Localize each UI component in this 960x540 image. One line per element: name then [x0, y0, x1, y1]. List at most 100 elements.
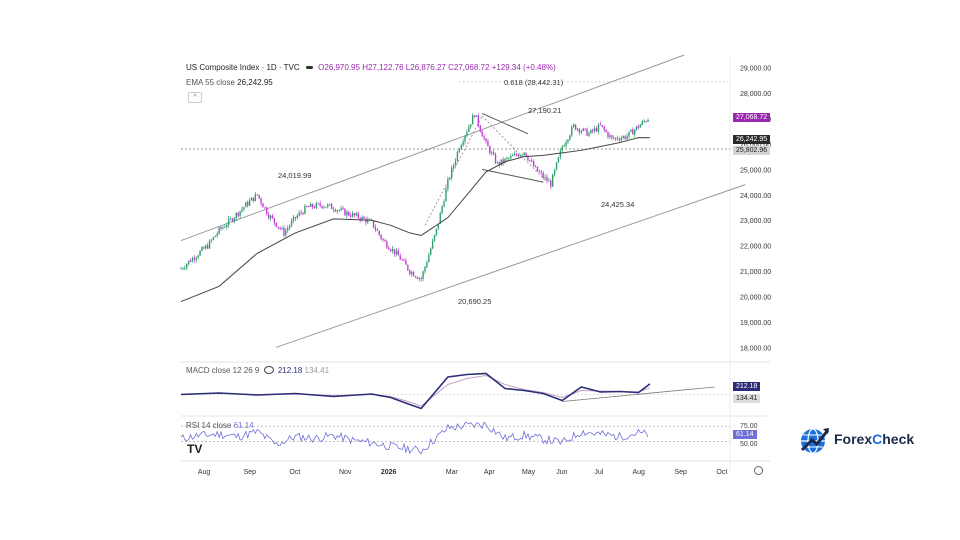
candle-body — [470, 124, 472, 127]
rsi-legend[interactable]: RSI 14 close 61.14 — [186, 421, 254, 430]
candle-body — [479, 125, 481, 132]
ema-price-tag: 26,242.95 — [733, 135, 771, 144]
tradingview-logo: TV — [187, 442, 203, 456]
gear-icon[interactable] — [754, 466, 763, 475]
candle-body — [233, 218, 236, 222]
rsi-level-75: 75.00 — [740, 423, 758, 430]
close-value: C27,068.72 — [448, 63, 490, 72]
collapse-icon[interactable]: ^ — [188, 92, 202, 103]
candle-body — [351, 213, 354, 217]
candle-body — [260, 198, 262, 204]
macd-signal-line — [180, 374, 651, 407]
logo-suffix: heck — [882, 431, 915, 447]
eye-icon[interactable] — [263, 366, 274, 374]
fib-label: 0.618 (28,442.31) — [504, 78, 564, 87]
candle-body — [630, 129, 632, 132]
candle-body — [433, 234, 436, 241]
candle-body — [502, 159, 504, 163]
candle-body — [401, 259, 403, 261]
candle-body — [445, 188, 447, 202]
candle-body — [515, 153, 518, 156]
candle-body — [391, 248, 394, 251]
candle-body — [611, 135, 613, 138]
logo-text: ForexCheck — [834, 431, 914, 447]
candle-body — [506, 158, 508, 159]
candle-body — [498, 162, 501, 165]
candle-body — [281, 228, 283, 229]
candle-body — [494, 154, 497, 164]
candle-body — [473, 115, 476, 117]
y-tick-label: 26,000.00 — [740, 142, 771, 149]
candle-body — [519, 154, 522, 157]
candle-body — [386, 241, 388, 248]
candle-body — [256, 194, 258, 196]
y-tick-label: 19,000.00 — [740, 320, 771, 327]
candle-body — [336, 210, 339, 212]
candle-body — [382, 238, 384, 241]
candle-body — [338, 210, 340, 211]
x-tick-label: Sep — [244, 469, 257, 476]
candle-body — [492, 152, 495, 155]
candle-body — [511, 155, 514, 157]
candle-body — [607, 132, 609, 138]
candle-body — [538, 171, 541, 173]
candle-body — [424, 266, 426, 272]
macd-legend[interactable]: MACD close 12 26 9 212.18 134.41 — [186, 366, 329, 375]
candle-body — [229, 218, 232, 220]
candle-body — [288, 225, 291, 229]
candle-body — [294, 216, 297, 219]
candle-body — [588, 133, 590, 136]
candle-body — [428, 254, 430, 263]
x-tick-label: 2026 — [381, 469, 397, 476]
candle-body — [500, 159, 502, 165]
candle-body — [283, 228, 285, 236]
candle-body — [226, 225, 228, 228]
candle-body — [349, 215, 352, 217]
candle-body — [266, 207, 268, 215]
candle-body — [403, 260, 405, 261]
candle-body — [199, 250, 201, 256]
candle-body — [357, 213, 359, 219]
candle-body — [334, 209, 337, 212]
macd-tag: 212.18 — [733, 382, 761, 391]
candle-body — [308, 206, 310, 208]
candle-body — [460, 145, 462, 150]
candle-body — [300, 212, 302, 214]
candle-body — [645, 121, 647, 122]
candle-body — [395, 250, 398, 255]
candle-body — [489, 146, 491, 154]
candle-body — [601, 124, 603, 127]
y-tick-label: 22,000.00 — [740, 244, 771, 251]
y-tick-label: 29,000.00 — [740, 66, 771, 73]
menu-icon[interactable] — [305, 66, 313, 69]
candle-body — [443, 201, 445, 207]
candle-body — [632, 129, 634, 135]
wedge-lower-line — [482, 168, 544, 183]
axes: 29,000.0028,000.0027,000.0026,000.0025,0… — [198, 66, 771, 476]
candle-body — [426, 262, 428, 267]
candle-body — [639, 124, 642, 128]
macd-pane — [180, 372, 730, 410]
candle-body — [275, 222, 278, 227]
candle-body — [384, 240, 386, 242]
candle-body — [222, 227, 224, 229]
candle-body — [559, 150, 562, 158]
candle-body — [405, 260, 407, 265]
candle-body — [393, 248, 396, 255]
candle-body — [252, 197, 255, 201]
candle-body — [189, 260, 192, 262]
x-tick-label: Mar — [446, 469, 459, 476]
candle-body — [441, 206, 443, 213]
candle-body — [239, 211, 241, 216]
candle-body — [254, 194, 257, 201]
candle-body — [468, 126, 470, 132]
channel-lower-line — [276, 184, 746, 348]
candle-body — [584, 128, 586, 130]
ema-legend[interactable]: EMA 55 close 26,242.95 — [186, 78, 273, 87]
candle-body — [388, 247, 390, 250]
candle-body — [527, 156, 529, 161]
rsi-level-50: 50.00 — [740, 441, 758, 448]
candle-body — [475, 115, 478, 117]
candle-body — [531, 160, 533, 162]
